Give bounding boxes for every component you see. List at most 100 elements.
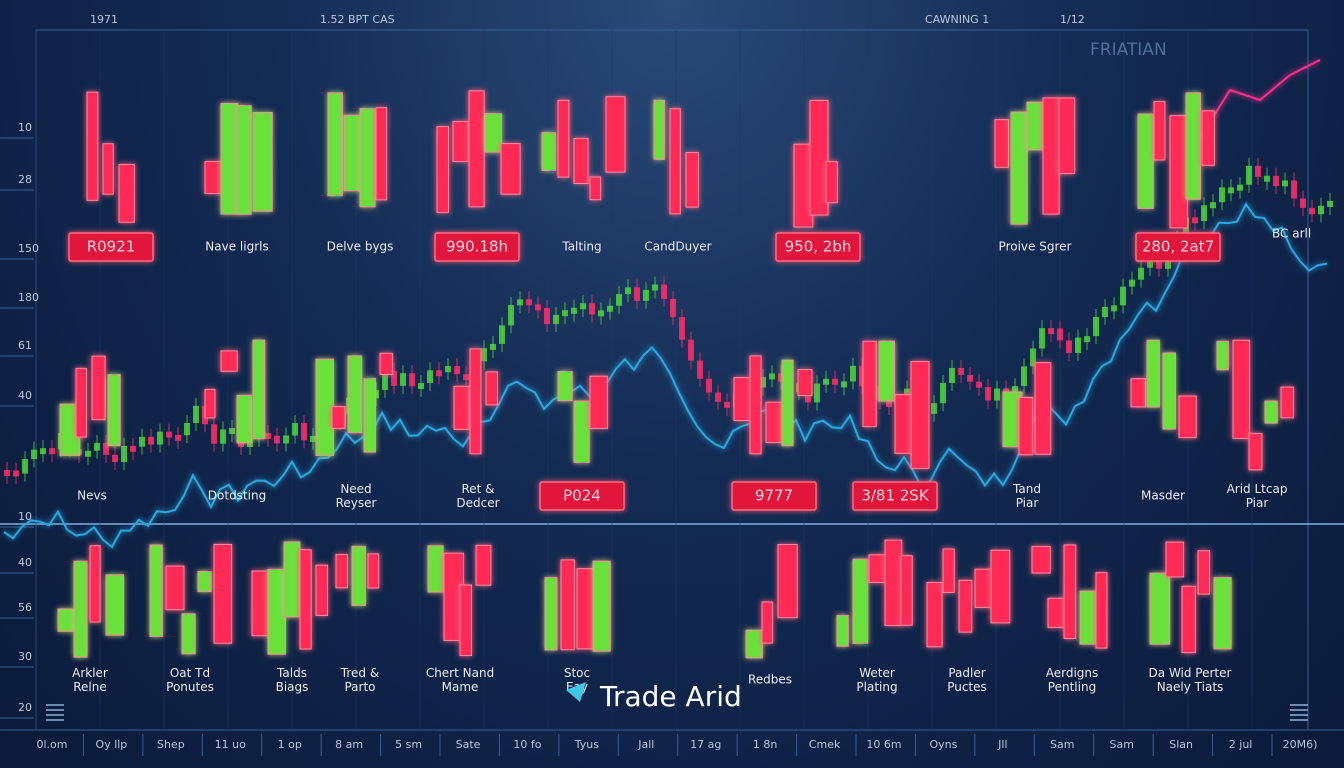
caption: 9777 bbox=[755, 487, 793, 505]
candle bbox=[1309, 207, 1315, 215]
icon-candle bbox=[544, 577, 558, 651]
icon-candle bbox=[777, 544, 798, 619]
candle bbox=[481, 348, 487, 362]
caption-line: Naely Tiats bbox=[1157, 680, 1224, 694]
icon-candle bbox=[351, 545, 366, 606]
icon-candle bbox=[363, 377, 376, 453]
caption: Oat Td Ponutes bbox=[166, 666, 214, 694]
icon-candle bbox=[252, 339, 266, 440]
icon-candle bbox=[781, 359, 794, 447]
icon-candle bbox=[1232, 339, 1251, 439]
axis-label: 20 bbox=[18, 701, 32, 714]
candle bbox=[670, 299, 676, 318]
candle bbox=[1264, 175, 1270, 182]
caption: Padler Puctes bbox=[947, 666, 987, 694]
candle bbox=[1066, 340, 1072, 353]
time-label: 8 am bbox=[335, 738, 363, 751]
caption-line: Tred & bbox=[340, 666, 379, 680]
caption: Dotdsting bbox=[208, 489, 266, 503]
icon-candle bbox=[1031, 545, 1051, 574]
icon-candle bbox=[1197, 550, 1211, 595]
value-badge bbox=[731, 481, 817, 511]
caption-line: Tand bbox=[1012, 482, 1041, 496]
candle bbox=[193, 405, 199, 424]
icon-candle bbox=[299, 549, 312, 650]
icon-candle bbox=[749, 355, 762, 455]
icon-candle bbox=[1213, 577, 1232, 650]
caption-line: Arkler bbox=[72, 666, 108, 680]
candle bbox=[688, 339, 694, 361]
icon-candle bbox=[315, 358, 335, 457]
pink-trend bbox=[1179, 59, 1321, 171]
time-label: Tyus bbox=[574, 738, 599, 751]
caption-line: Plating bbox=[856, 680, 897, 694]
candle bbox=[715, 392, 721, 402]
candle bbox=[598, 310, 604, 317]
candle bbox=[958, 367, 964, 376]
candle bbox=[1291, 180, 1297, 199]
icon-candle bbox=[165, 565, 185, 611]
candle bbox=[535, 304, 541, 311]
candle bbox=[418, 383, 424, 390]
icon-candle bbox=[375, 107, 388, 201]
candle bbox=[1237, 184, 1243, 191]
icon-candle bbox=[436, 126, 450, 214]
axis-label: 10 bbox=[18, 510, 32, 523]
icon-candle bbox=[894, 394, 913, 454]
caption: Talting bbox=[561, 240, 601, 254]
candle bbox=[616, 294, 622, 306]
icon-candle bbox=[347, 355, 363, 434]
icon-candle bbox=[57, 608, 75, 632]
icon-candle bbox=[592, 560, 611, 652]
icon-candle bbox=[89, 545, 101, 623]
icon-candle bbox=[868, 554, 887, 583]
icon-candle bbox=[1264, 400, 1278, 424]
icon-candle bbox=[1042, 97, 1060, 215]
time-label: Oy llp bbox=[96, 738, 128, 751]
icon-candle bbox=[105, 574, 125, 636]
candle bbox=[571, 307, 577, 314]
caption-line: Arid Ltcap bbox=[1227, 482, 1288, 496]
caption: Chert Nand Mame bbox=[426, 666, 494, 694]
candle bbox=[1084, 336, 1090, 343]
candle bbox=[85, 450, 91, 457]
axis-label: 10 bbox=[18, 121, 32, 134]
candle bbox=[490, 343, 496, 350]
candle bbox=[1021, 366, 1027, 387]
value-badge bbox=[68, 232, 154, 262]
caption-line: Ret & bbox=[461, 482, 494, 496]
icon-candle bbox=[1130, 378, 1146, 408]
icon-candle bbox=[852, 558, 869, 644]
axis-label: 30 bbox=[18, 650, 32, 663]
candle bbox=[679, 317, 685, 340]
icon-candle bbox=[1149, 572, 1171, 645]
icon-candle bbox=[1169, 115, 1189, 229]
candle bbox=[634, 287, 640, 301]
candle bbox=[454, 366, 460, 375]
candle bbox=[1075, 337, 1081, 353]
candle bbox=[517, 299, 523, 306]
icon-candle bbox=[1248, 432, 1263, 471]
icon-candle bbox=[557, 99, 570, 178]
icon-candle bbox=[427, 545, 444, 593]
icon-candle bbox=[958, 579, 973, 633]
candle bbox=[508, 305, 514, 326]
trend-line bbox=[3, 202, 1328, 549]
icon-candle bbox=[900, 555, 913, 626]
candle bbox=[1201, 205, 1207, 222]
caption-line: Ponutes bbox=[166, 680, 214, 694]
icon-candle bbox=[765, 401, 785, 443]
icon-candle bbox=[1162, 352, 1176, 430]
icon-candle bbox=[560, 559, 576, 651]
candle bbox=[427, 370, 433, 384]
time-label: 1 8n bbox=[753, 738, 777, 751]
caption: Ret & Dedcer bbox=[456, 482, 499, 510]
icon-candle bbox=[91, 355, 106, 421]
candle bbox=[589, 303, 595, 315]
icon-candle bbox=[809, 99, 829, 216]
icon-candle bbox=[500, 143, 521, 195]
time-label: 11 uo bbox=[215, 738, 246, 751]
candle bbox=[1030, 348, 1036, 367]
icon-candle bbox=[1146, 339, 1160, 408]
icon-candle bbox=[452, 120, 469, 162]
